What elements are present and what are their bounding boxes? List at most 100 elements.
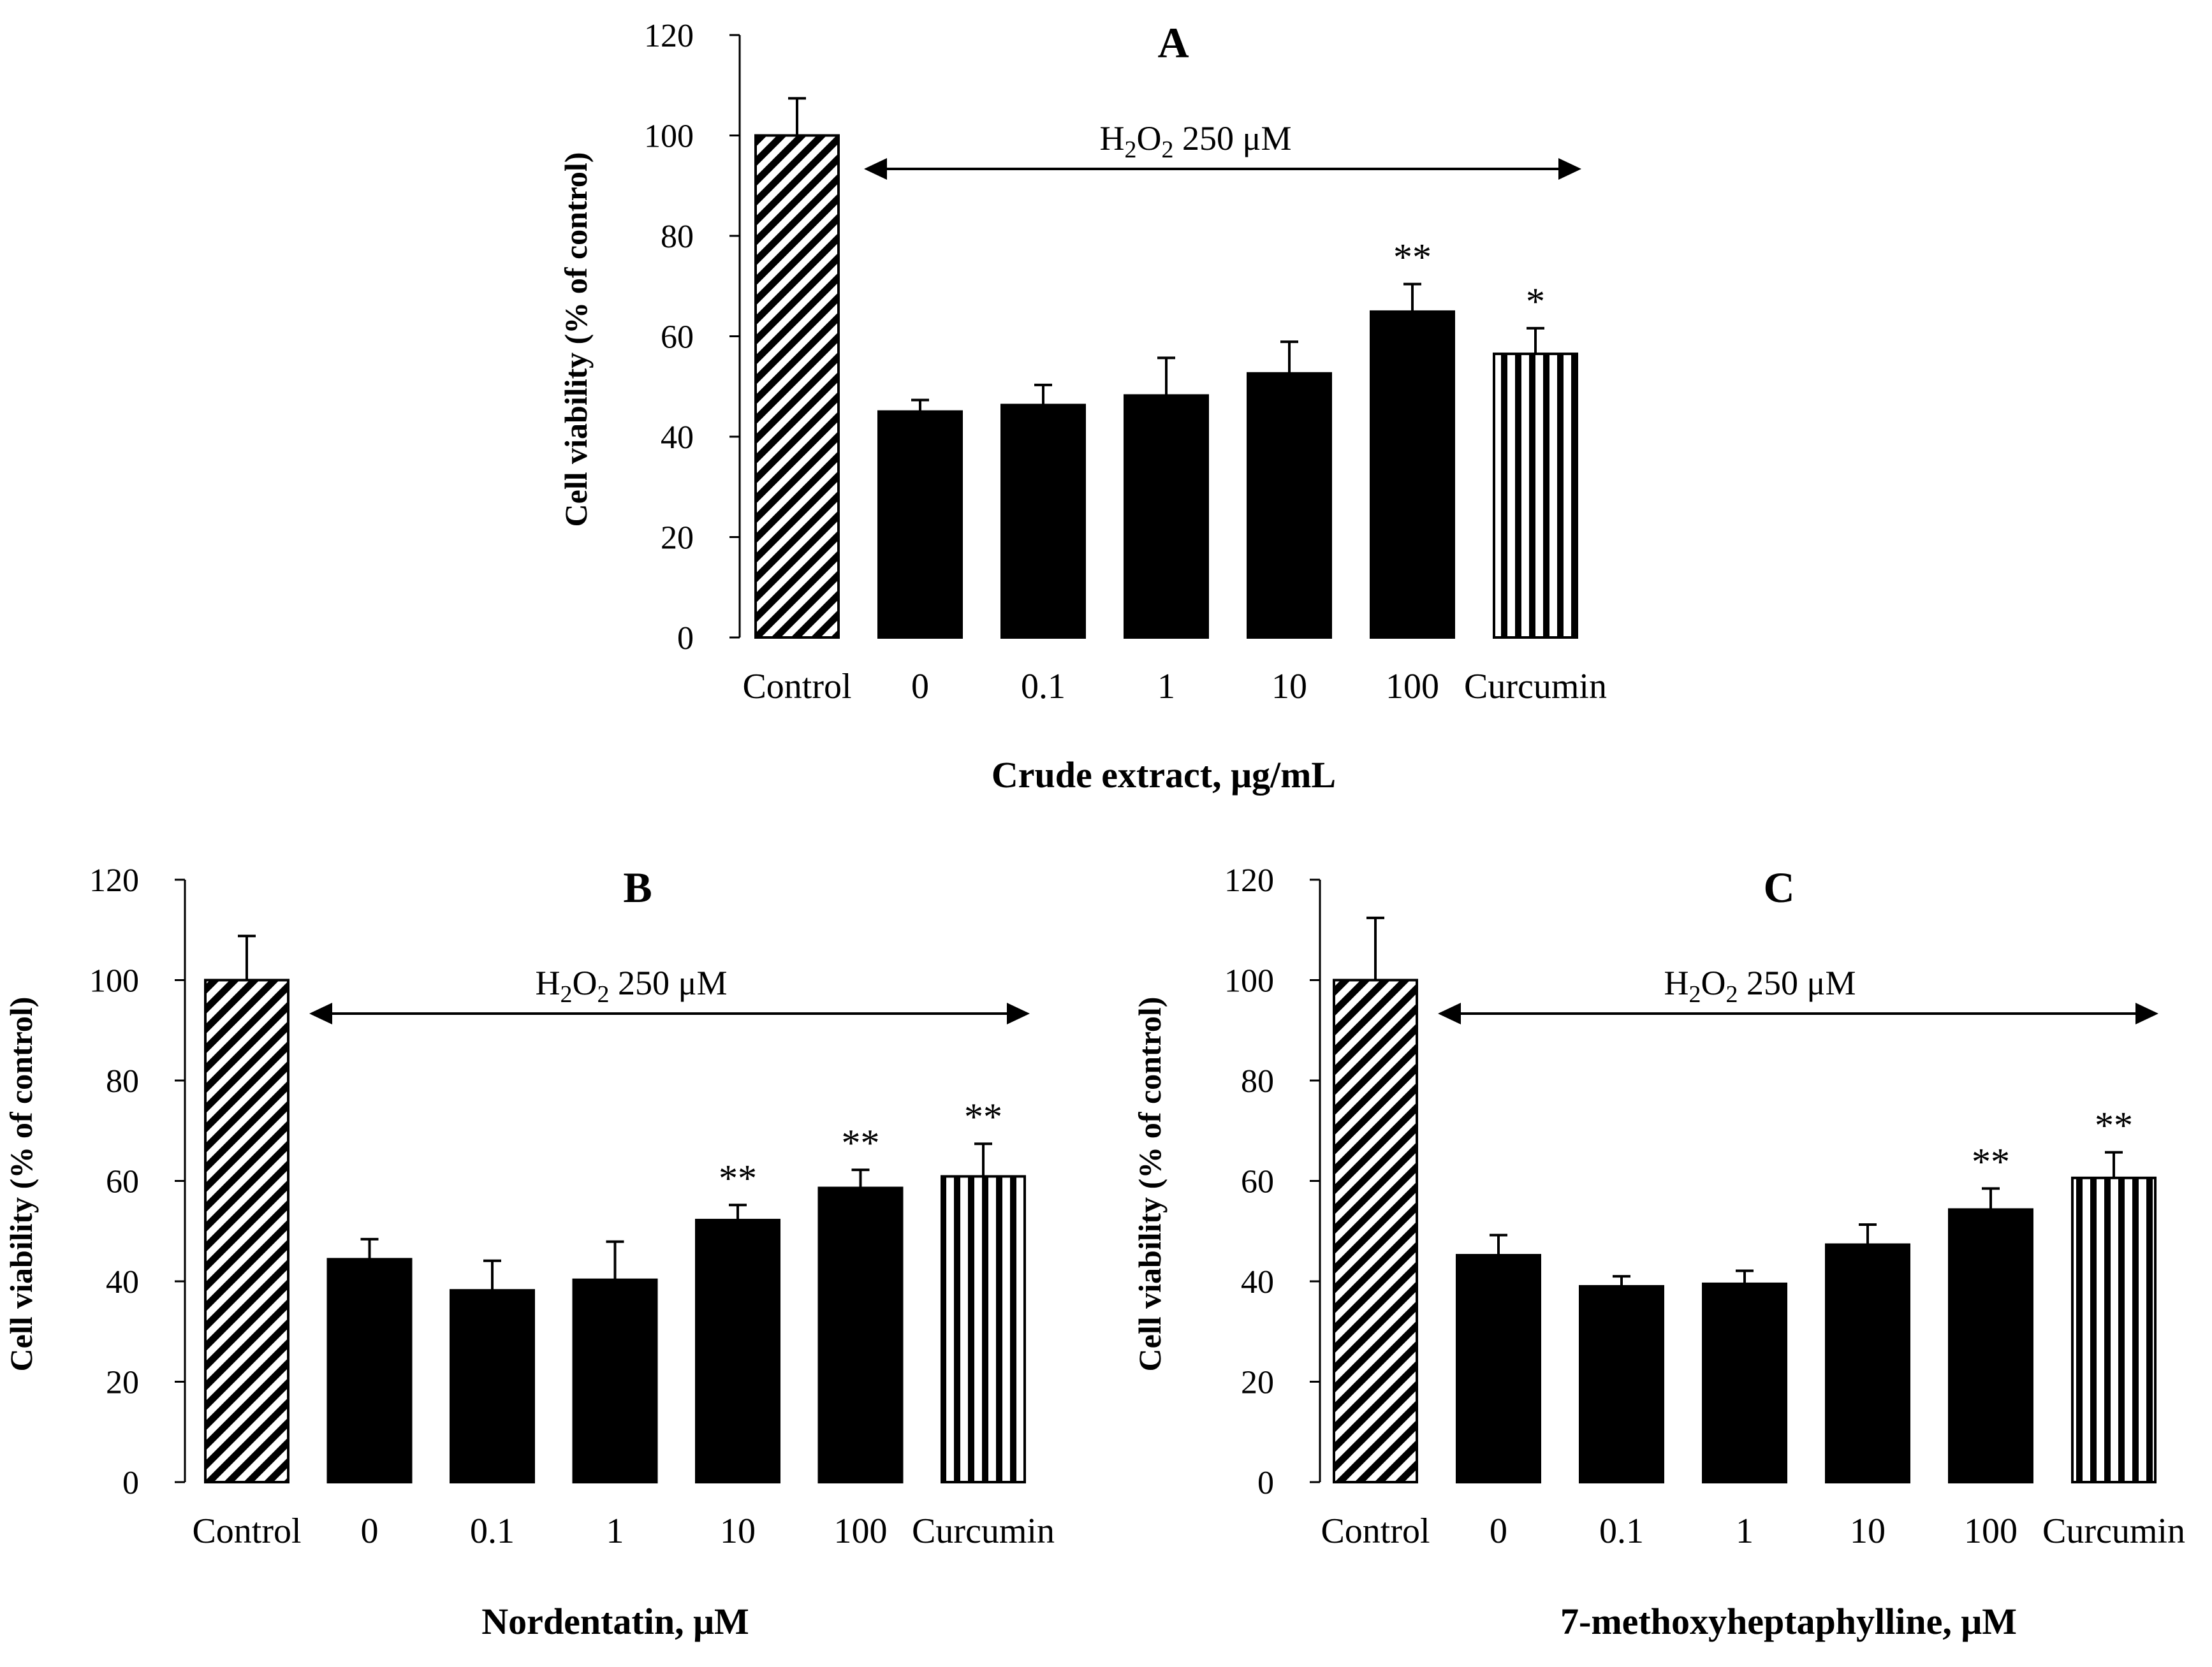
y-tick-label: 80: [661, 219, 694, 255]
category-label: 100: [834, 1511, 888, 1551]
subscript: 2: [1162, 136, 1174, 163]
panel-b: 0 20 40 60 80 100 120 Control 0 0.1 1 ** 10 ** 100 ** Cu…: [3, 863, 1055, 1642]
significance-label: **: [964, 1096, 1002, 1138]
bar-curcumin: [1493, 353, 1578, 639]
annotation-text: O: [573, 964, 597, 1002]
bar-control: [754, 134, 840, 639]
panel-title: B: [623, 863, 652, 912]
category-label: 0: [911, 667, 929, 706]
category-label: 1: [1736, 1511, 1754, 1551]
bar-curcumin: [2071, 1176, 2157, 1484]
subscript: 2: [1125, 136, 1137, 163]
y-tick-label: 80: [106, 1063, 139, 1100]
bar-100: [817, 1186, 904, 1484]
arrow-right-head: [1007, 1003, 1030, 1024]
y-tick-label: 20: [106, 1365, 139, 1401]
category-label: 10: [1850, 1511, 1886, 1551]
bar-10: [1247, 372, 1332, 639]
y-tick-label: 60: [1241, 1164, 1274, 1200]
category-label: 0: [1490, 1511, 1507, 1551]
panel-title: C: [1763, 863, 1794, 912]
arrow-right-head: [1558, 158, 1581, 180]
bar-10: [695, 1218, 780, 1484]
category-label: 1: [606, 1511, 624, 1551]
annotation-text: 250 μM: [610, 964, 728, 1002]
y-axis-label: Cell viability (% of control): [1132, 997, 1168, 1372]
y-tick-label: 20: [661, 520, 694, 557]
significance-label: *: [1526, 280, 1545, 323]
y-tick-label: 60: [106, 1164, 139, 1200]
subscript: 2: [1726, 981, 1738, 1008]
y-tick-label: 60: [661, 319, 694, 356]
bar-0: [1456, 1254, 1541, 1484]
annotation-text: 250 μM: [1174, 119, 1292, 157]
bar-control: [204, 979, 289, 1483]
x-axis-label: Nordentatin, μM: [481, 1601, 749, 1642]
arrow-left-head: [1438, 1003, 1461, 1024]
category-label: Control: [192, 1511, 301, 1551]
treatment-annotation: H2O2 250 μM: [1100, 119, 1292, 163]
significance-label: **: [2095, 1105, 2133, 1147]
x-axis-label: 7-methoxyheptaphylline, μM: [1560, 1601, 2017, 1642]
category-label: 0.1: [1599, 1511, 1644, 1551]
y-tick-label: 120: [644, 18, 694, 54]
annotation-text: 250 μM: [1738, 964, 1856, 1002]
subscript: 2: [1689, 981, 1701, 1008]
bar-1: [1702, 1282, 1787, 1483]
bar-control: [1333, 979, 1418, 1483]
category-label: 0: [361, 1511, 379, 1551]
bar-100: [1948, 1208, 2033, 1483]
bar-0: [877, 410, 963, 639]
bar-0-1: [1579, 1285, 1664, 1483]
significance-label: **: [1972, 1140, 2010, 1183]
y-tick-label: 0: [1257, 1465, 1274, 1501]
annotation-text: O: [1701, 964, 1726, 1002]
y-tick-label: 100: [644, 119, 694, 155]
panel-c: 0 20 40 60 80 100 120 Control 0 0.1 1 10 ** 100 ** Curc…: [1132, 863, 2185, 1642]
annotation-text: H: [1664, 964, 1689, 1002]
y-tick-label: 80: [1241, 1063, 1274, 1100]
y-tick-label: 0: [677, 620, 694, 657]
category-label: Control: [1321, 1511, 1430, 1551]
subscript: 2: [597, 981, 610, 1008]
annotation-text: H: [536, 964, 560, 1002]
bar-10: [1825, 1243, 1910, 1483]
arrow-left-head: [309, 1003, 332, 1024]
treatment-annotation: H2O2 250 μM: [536, 964, 728, 1008]
annotation-text: O: [1137, 119, 1162, 157]
y-tick-label: 120: [1224, 863, 1274, 899]
category-label: 10: [720, 1511, 756, 1551]
y-tick-label: 40: [661, 419, 694, 456]
category-label: 0.1: [1021, 667, 1066, 706]
category-label: Curcumin: [1464, 667, 1607, 706]
category-label: 1: [1157, 667, 1175, 706]
significance-label: **: [1393, 237, 1432, 279]
treatment-annotation: H2O2 250 μM: [1664, 964, 1856, 1008]
y-tick-label: 100: [1224, 963, 1274, 1000]
category-label: 10: [1271, 667, 1307, 706]
y-tick-label: 0: [122, 1465, 139, 1501]
panel-title: A: [1157, 18, 1189, 67]
subscript: 2: [560, 981, 573, 1008]
panel-a: 0 20 40 60 80 100 120 Control 0 0.1 1 10 ** 100 * Curcu…: [558, 18, 1607, 796]
bar-1: [1124, 394, 1209, 639]
arrow-left-head: [864, 158, 887, 180]
x-axis-label: Crude extract, μg/mL: [992, 754, 1336, 796]
category-label: 0.1: [470, 1511, 515, 1551]
y-tick-label: 40: [1241, 1264, 1274, 1300]
category-label: 100: [1964, 1511, 2018, 1551]
bar-100: [1370, 310, 1455, 639]
bar-0-1: [450, 1289, 535, 1484]
bar-1: [572, 1278, 658, 1483]
category-label: Control: [742, 667, 851, 706]
bar-0-1: [1000, 404, 1086, 639]
annotation-text: H: [1100, 119, 1125, 157]
category-label: Curcumin: [912, 1511, 1055, 1551]
significance-label: **: [719, 1157, 757, 1199]
y-tick-label: 120: [89, 863, 139, 899]
y-axis-label: Cell viability (% of control): [3, 997, 39, 1372]
y-tick-label: 100: [89, 963, 139, 1000]
y-tick-label: 20: [1241, 1365, 1274, 1401]
bar-0: [326, 1258, 413, 1483]
